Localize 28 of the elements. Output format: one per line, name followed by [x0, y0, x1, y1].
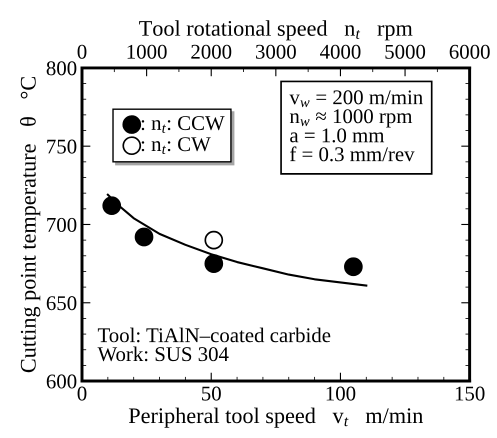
x2-tick-label: 3000 — [256, 44, 296, 59]
x-axis-title: Peripheral tool speed v$_{t}$ m/min — [128, 408, 424, 428]
annotation: Tool: TiAlN–coated carbide Work: SUS 304 — [98, 328, 330, 362]
x-tick-label: 150 — [456, 386, 484, 401]
x2-tick-label: 0 — [78, 44, 86, 59]
x-tick-label: 100 — [326, 386, 356, 401]
y-tick-label: 650 — [46, 296, 76, 310]
point — [204, 230, 224, 250]
y-tick-label: 600 — [46, 374, 76, 388]
x-tick-label: 0 — [78, 386, 86, 401]
x2-tick-label: 4000 — [320, 44, 360, 59]
x2-tick-label: 5000 — [385, 44, 426, 59]
annotation: v$_{w}$ = 200 m/min n$_{w}$ ≈ 1000 rpm a = 1.0 mm f = 0.3 mm/rev — [289, 90, 423, 162]
legend-label: : n$_{t}$: CW — [142, 137, 211, 154]
point — [134, 228, 154, 246]
point — [204, 254, 224, 273]
y-tick-label: 750 — [47, 140, 76, 154]
x2-tick-label: 2000 — [191, 44, 232, 59]
y-axis-title: Cutting point temperature θ °C — [20, 77, 40, 372]
x2-axis-title: Tool rotational speed n$_{t}$ rpm — [139, 20, 412, 40]
y-tick-label: 700 — [47, 218, 76, 232]
x2-tick-label: 6000 — [450, 44, 490, 59]
legend-label: : n$_{t}$: CCW — [142, 116, 225, 133]
y-tick-label: 800 — [46, 61, 76, 76]
point — [344, 257, 363, 276]
x2-tick-label: 1000 — [128, 44, 167, 59]
point — [102, 196, 122, 216]
x-tick-label: 50 — [202, 386, 221, 401]
